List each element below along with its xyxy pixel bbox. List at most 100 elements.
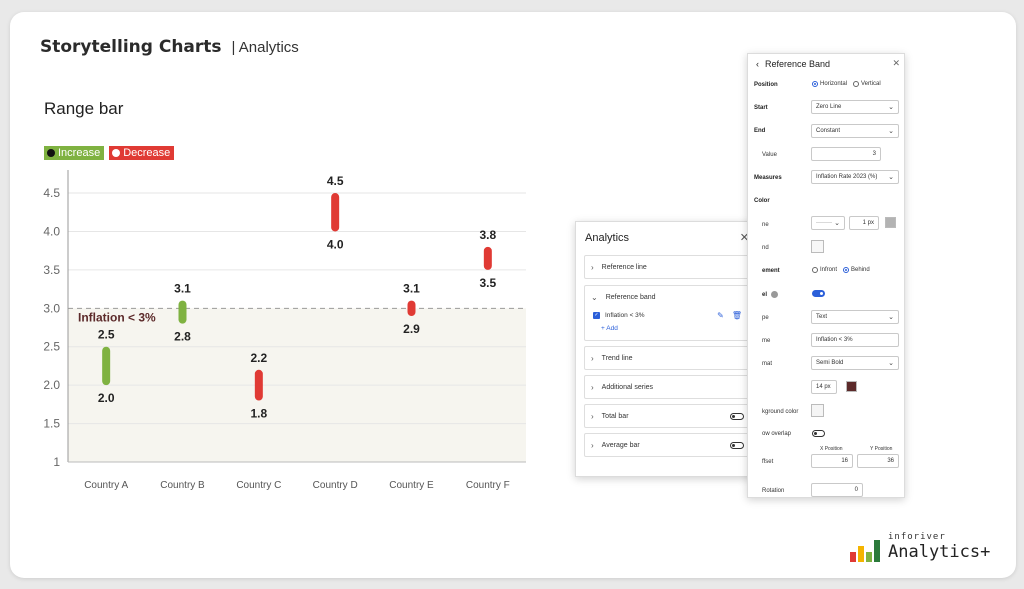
section-label: Average bar [601,441,640,449]
position-options: Horizontal Vertical [812,81,887,87]
placement-label: ement [762,268,780,274]
radio-behind[interactable]: Behind [843,267,870,273]
page-header: Storytelling Charts | Analytics [40,37,299,57]
data-label-high: 3.1 [174,282,191,296]
range-bar [254,369,263,401]
section-label: Additional series [601,383,654,391]
band-color-swatch[interactable] [811,240,824,253]
chevron-right-icon: › [591,262,594,272]
section-reference-line[interactable]: › Reference line [584,255,751,279]
bg-color-swatch[interactable] [811,404,824,417]
close-icon[interactable]: ✕ [892,58,900,68]
name-input[interactable]: Inflation < 3% [811,333,899,347]
close-icon[interactable]: ✕ [739,232,749,244]
inforiver-logo: inforiver Analytics+ [850,532,990,562]
dashboard-card: Storytelling Charts | Analytics Range ba… [10,12,1016,578]
x-tick-label: Country F [466,480,510,491]
data-label-low: 3.5 [479,276,496,290]
info-icon [771,291,779,298]
overlap-toggle[interactable] [812,430,825,437]
page-title: Storytelling Charts [40,37,222,57]
format-select[interactable]: Semi Bold ⌄ [811,356,899,370]
trash-icon[interactable]: 🗑 [731,310,742,320]
logo-big-text: Analytics+ [888,542,991,562]
color-label: Color [754,198,770,204]
logo-bars-icon [850,540,880,562]
total-bar-toggle[interactable] [730,412,744,420]
section-trend-line[interactable]: › Trend line [584,346,751,370]
checkbox-checked-icon[interactable]: ✓ [593,311,600,319]
chevron-right-icon: › [591,353,594,363]
line-color-swatch[interactable] [885,217,896,228]
y-tick-label: 1.5 [43,417,60,431]
section-average-bar[interactable]: › Average bar [584,433,751,457]
band-item[interactable]: ✓ Inflation < 3% ✎ 🗑 [585,308,750,322]
chevron-down-icon: ⌄ [888,104,894,111]
range-bar [407,300,416,316]
measures-select[interactable]: Inflation Rate 2023 (%) ⌄ [811,170,899,184]
logo-small-text: inforiver [888,532,946,542]
radio-infront[interactable]: Infront [812,267,837,273]
legend-dot-icon [47,149,55,157]
chevron-down-icon: ⌄ [591,292,598,302]
data-label-high: 4.5 [327,174,344,188]
reference-band-label: Inflation < 3% [78,310,156,324]
label-toggle[interactable] [812,290,825,297]
line-style-select[interactable]: ········ ⌄ [811,216,845,230]
range-bar-chart: 1 1.5 2.0 2.5 3.0 3.5 4.0 4.5 Inflation < 3% 2.5 2… [43,170,526,491]
data-label-low: 2.8 [174,330,191,344]
chevron-down-icon: ⌄ [888,314,894,321]
legend-item-increase[interactable]: Increase [44,146,105,160]
chevron-right-icon: › [591,411,594,421]
data-label-high: 3.1 [403,282,420,296]
data-label-low: 1.8 [250,407,267,421]
measures-label: Measures [754,175,782,181]
line-width-input[interactable]: 1 px [849,216,879,230]
chevron-down-icon: ⌄ [834,220,840,227]
radio-vertical[interactable]: Vertical [853,81,881,87]
end-select[interactable]: Constant ⌄ [811,124,899,138]
chevron-right-icon: › [591,440,594,450]
section-label: Reference band [605,293,656,301]
type-select[interactable]: Text ⌄ [811,310,899,324]
x-tick-label: Country E [389,480,434,491]
x-position-input[interactable]: 16 [811,454,853,468]
y-tick-label: 4.5 [43,186,60,200]
section-label: Reference line [601,263,647,271]
radio-horizontal[interactable]: Horizontal [812,81,847,87]
chart-legend: Increase Decrease [44,146,175,160]
start-label: Start [754,105,768,111]
analytics-panel: Analytics ✕ › Reference line ⌄ Reference b… [575,221,758,477]
label-toggle-label: el [762,291,768,298]
font-color-swatch[interactable] [846,381,857,392]
edit-icon[interactable]: ✎ [717,310,724,320]
x-tick-label: Country A [84,480,128,491]
rotation-input[interactable]: 0 [811,483,863,497]
value-label: Value [762,152,777,158]
bg-color-label: kground color [762,409,799,415]
section-additional-series[interactable]: › Additional series [584,375,751,399]
analytics-panel-title: Analytics [585,231,630,244]
legend-label: Increase [58,147,101,159]
x-tick-label: Country C [236,480,281,491]
chevron-left-icon[interactable]: ‹ [756,58,759,69]
add-band-link[interactable]: + Add [601,324,618,332]
chart-title: Range bar [44,99,124,118]
page-subtitle: | Analytics [231,39,299,56]
data-label-low: 2.9 [403,322,420,336]
start-select[interactable]: Zero Line ⌄ [811,100,899,114]
value-input[interactable]: 3 [811,147,881,161]
y-position-input[interactable]: 36 [857,454,899,468]
section-reference-band[interactable]: ⌄ Reference band ✓ Inflation < 3% ✎ 🗑 + A… [584,285,751,341]
data-label-low: 4.0 [327,237,344,251]
section-total-bar[interactable]: › Total bar [584,404,751,428]
y-tick-label: 4.0 [43,224,60,238]
average-bar-toggle[interactable] [730,441,744,449]
analytics-panel-header: Analytics ✕ [585,231,749,245]
legend-item-decrease[interactable]: Decrease [109,146,175,160]
format-label: mat [762,361,773,367]
reference-band-title: Reference Band [765,58,831,69]
line-label: ne [762,222,769,228]
section-label: Trend line [601,354,633,362]
font-size-input[interactable]: 14 px [811,380,837,394]
